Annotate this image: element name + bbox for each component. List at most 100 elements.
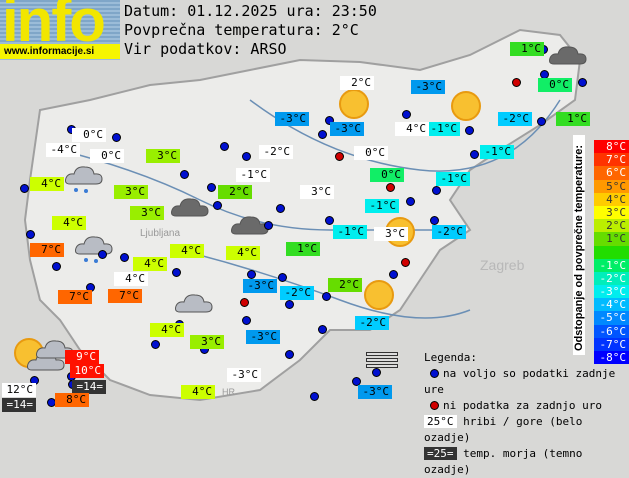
temperature-label-anomaly: -1°C xyxy=(480,145,514,159)
temperature-label-mountain: 0°C xyxy=(90,149,124,163)
station-available[interactable] xyxy=(285,350,294,359)
station-available[interactable] xyxy=(98,250,107,259)
rain-cloud-icon xyxy=(64,164,104,193)
station-available[interactable] xyxy=(430,216,439,225)
temperature-label-anomaly: 4°C xyxy=(181,385,215,399)
station-available[interactable] xyxy=(470,150,479,159)
station-available[interactable] xyxy=(207,183,216,192)
station-available[interactable] xyxy=(285,300,294,309)
temperature-label-anomaly: 7°C xyxy=(108,289,142,303)
temperature-label-anomaly: -3°C xyxy=(246,330,280,344)
temperature-label-anomaly: 10°C xyxy=(70,364,104,378)
scale-step: -4°C xyxy=(594,298,629,312)
station-available[interactable] xyxy=(151,340,160,349)
legend: Legenda: na voljo so podatki zadnje ure … xyxy=(424,350,629,478)
temperature-label-mountain: 4°C xyxy=(395,122,429,136)
temperature-label-anomaly: 3°C xyxy=(146,149,180,163)
scale-step: 7°C xyxy=(594,153,629,167)
station-no-data[interactable] xyxy=(512,78,521,87)
station-no-data[interactable] xyxy=(386,183,395,192)
station-available[interactable] xyxy=(318,130,327,139)
mountain-sample: 25°C xyxy=(424,415,457,428)
station-available[interactable] xyxy=(52,262,61,271)
scale-step: -1°C xyxy=(594,258,629,272)
scale-step: -2°C xyxy=(594,271,629,286)
station-available[interactable] xyxy=(120,253,129,262)
station-available[interactable] xyxy=(278,273,287,282)
station-available[interactable] xyxy=(578,78,587,87)
station-available[interactable] xyxy=(318,325,327,334)
cloud-icon xyxy=(174,292,214,313)
sun-icon xyxy=(339,89,369,119)
station-available[interactable] xyxy=(432,186,441,195)
city-zagreb: Zagreb xyxy=(480,257,525,273)
temperature-label-mountain: -2°C xyxy=(259,145,293,159)
station-no-data[interactable] xyxy=(240,298,249,307)
legend-available-text: na voljo so podatki zadnje ure xyxy=(424,367,616,396)
station-available[interactable] xyxy=(276,204,285,213)
temperature-label-mountain: 2°C xyxy=(340,76,374,90)
logo[interactable]: info www.informacije.si xyxy=(0,0,120,60)
temperature-label-mountain: 3°C xyxy=(300,185,334,199)
station-available[interactable] xyxy=(20,184,29,193)
temperature-label-anomaly: 3°C xyxy=(130,206,164,220)
station-available[interactable] xyxy=(220,142,229,151)
legend-title: Legenda: xyxy=(424,351,477,364)
scale-step: 5°C xyxy=(594,179,629,193)
station-available[interactable] xyxy=(537,117,546,126)
station-no-data[interactable] xyxy=(335,152,344,161)
station-available[interactable] xyxy=(325,216,334,225)
station-available[interactable] xyxy=(372,368,381,377)
legend-no-data-text: ni podatka za zadnjo uro xyxy=(443,399,602,412)
scale-step: 2°C xyxy=(594,219,629,233)
station-no-data[interactable] xyxy=(401,258,410,267)
station-available[interactable] xyxy=(247,270,256,279)
temperature-label-anomaly: 7°C xyxy=(30,243,64,257)
temperature-label-anomaly: -3°C xyxy=(330,122,364,136)
scale-step: 8°C xyxy=(594,140,629,154)
temperature-label-mountain: 12°C xyxy=(2,383,36,397)
temperature-label-anomaly: 4°C xyxy=(133,257,167,271)
temperature-label-anomaly: 1°C xyxy=(286,242,320,256)
sun-icon xyxy=(364,280,394,310)
temperature-label-anomaly: -2°C xyxy=(432,225,466,239)
color-scale: 8°C 7°C 6°C 5°C 4°C 3°C 2°C 1°C -1°C -2°C -3°C -4°C… xyxy=(594,140,629,365)
temperature-label-sea: =14= xyxy=(72,380,106,394)
station-available[interactable] xyxy=(352,377,361,386)
station-available[interactable] xyxy=(406,197,415,206)
temperature-label-anomaly: -2°C xyxy=(280,286,314,300)
scale-step: 6°C xyxy=(594,166,629,180)
station-available[interactable] xyxy=(310,392,319,401)
station-available[interactable] xyxy=(242,316,251,325)
station-available[interactable] xyxy=(180,170,189,179)
data-source: Vir podatkov: ARSO xyxy=(124,40,287,58)
station-available[interactable] xyxy=(26,230,35,239)
temperature-label-anomaly: -2°C xyxy=(498,112,532,126)
scale-step: -6°C xyxy=(594,324,629,338)
station-available[interactable] xyxy=(242,152,251,161)
sea-sample: =25= xyxy=(424,447,457,460)
station-available[interactable] xyxy=(389,270,398,279)
temperature-label-anomaly: -1°C xyxy=(426,122,460,136)
temperature-label-anomaly: 0°C xyxy=(538,78,572,92)
station-available[interactable] xyxy=(213,201,222,210)
scale-step: -5°C xyxy=(594,311,629,325)
rain-cloud-icon xyxy=(74,234,114,263)
scale-step: -7°C xyxy=(594,337,629,351)
station-available[interactable] xyxy=(112,133,121,142)
temperature-label-anomaly: -3°C xyxy=(358,385,392,399)
temperature-label-anomaly: -3°C xyxy=(243,279,277,293)
scale-step xyxy=(594,245,629,259)
temperature-label-mountain: 0°C xyxy=(354,146,388,160)
legend-no-data: ni podatka za zadnjo uro xyxy=(424,398,629,414)
temperature-label-anomaly: 1°C xyxy=(510,42,544,56)
station-available[interactable] xyxy=(465,126,474,135)
temperature-label-anomaly: -2°C xyxy=(355,316,389,330)
station-available[interactable] xyxy=(325,116,334,125)
station-available[interactable] xyxy=(172,268,181,277)
station-available[interactable] xyxy=(402,110,411,119)
logo-url[interactable]: www.informacije.si xyxy=(0,44,120,59)
legend-sea: =25= temp. morja (temno ozadje) xyxy=(424,446,629,478)
station-available[interactable] xyxy=(322,292,331,301)
station-available[interactable] xyxy=(264,221,273,230)
